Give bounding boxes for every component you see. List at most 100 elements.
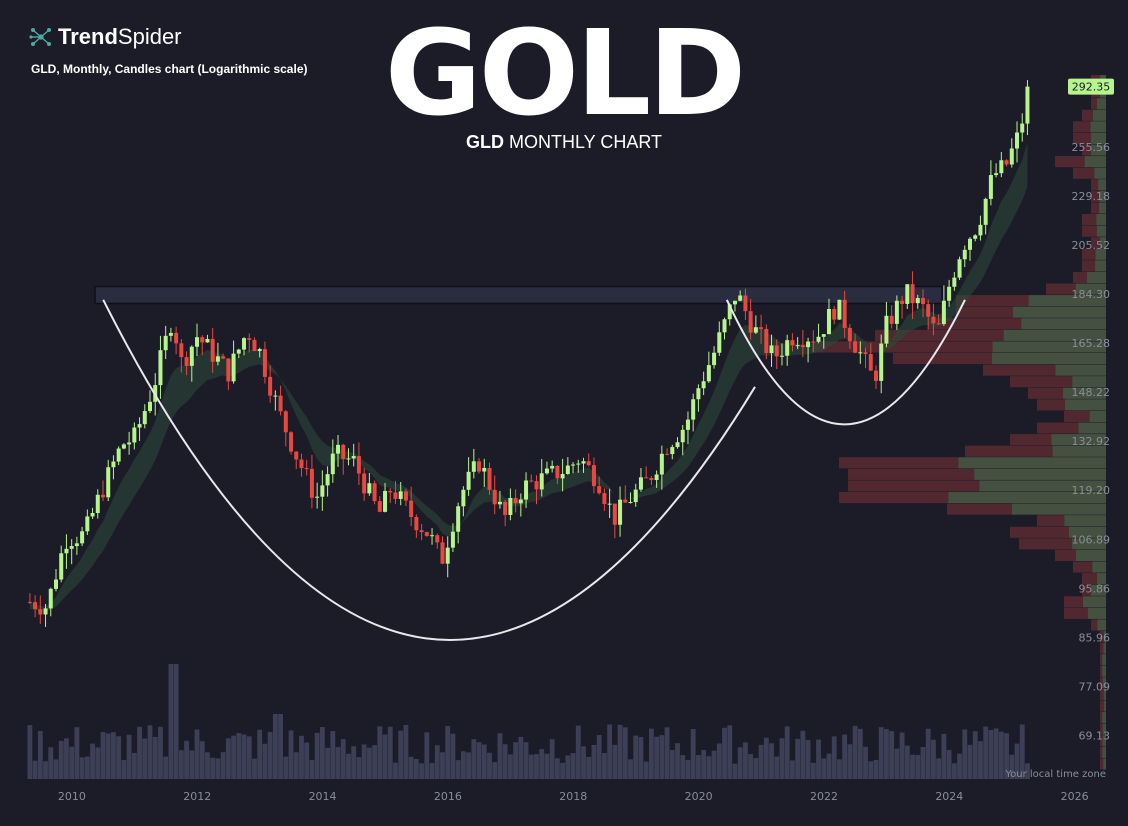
volume-profile-bar-up bbox=[1098, 202, 1106, 214]
candle-body bbox=[900, 300, 905, 304]
volume-bar bbox=[957, 753, 962, 779]
volume-bar bbox=[622, 727, 628, 779]
volume-bar bbox=[837, 759, 842, 779]
volume-bar bbox=[419, 763, 424, 779]
volume-bar bbox=[210, 757, 216, 779]
volume-profile-bar-down bbox=[875, 329, 1004, 341]
volume-profile-bar-down bbox=[1082, 109, 1093, 121]
volume-bar bbox=[795, 738, 801, 779]
x-tick-label: 2012 bbox=[183, 790, 211, 803]
candle-body bbox=[508, 497, 513, 515]
volume-profile-bar-up bbox=[1090, 144, 1106, 156]
candle-body bbox=[999, 160, 1004, 174]
candle-body bbox=[320, 485, 325, 497]
volume-bar bbox=[257, 729, 263, 779]
volume-bar bbox=[528, 754, 534, 779]
volume-profile-bar-down bbox=[1082, 225, 1097, 237]
volume-bar bbox=[450, 733, 456, 779]
candle-body bbox=[27, 601, 32, 603]
volume-bar bbox=[951, 763, 957, 779]
volume-bar bbox=[601, 753, 607, 779]
volume-profile bbox=[812, 75, 1106, 770]
volume-bar bbox=[116, 736, 122, 779]
volume-profile-bar-down bbox=[1037, 399, 1065, 411]
volume-bar bbox=[910, 754, 915, 779]
volume-bar bbox=[554, 758, 560, 779]
volume-bar bbox=[716, 743, 722, 779]
volume-bar bbox=[111, 732, 116, 779]
volume-bar bbox=[586, 756, 592, 779]
candle-body bbox=[769, 345, 774, 354]
volume-bar bbox=[272, 714, 278, 779]
volume-profile-bar-up bbox=[1051, 434, 1106, 446]
volume-bar bbox=[664, 727, 670, 779]
volume-profile-bar-down bbox=[1082, 584, 1091, 596]
volume-profile-bar-up bbox=[1103, 758, 1106, 770]
volume-profile-bar-down bbox=[1046, 283, 1076, 295]
volume-profile-bar-down bbox=[1091, 190, 1100, 202]
volume-bar bbox=[915, 754, 921, 779]
candle-body bbox=[179, 343, 184, 358]
volume-bar bbox=[37, 730, 43, 779]
volume-profile-bar-down bbox=[1055, 156, 1085, 168]
volume-profile-bar-up bbox=[1103, 642, 1106, 654]
candle-body bbox=[356, 456, 361, 474]
volume-profile-bar-down bbox=[1082, 573, 1097, 585]
candle-body bbox=[90, 513, 95, 517]
volume-profile-bar-up bbox=[1075, 283, 1106, 295]
candle-body bbox=[315, 496, 320, 498]
y-tick-label: 165.28 bbox=[1072, 337, 1111, 350]
candle-body bbox=[252, 339, 257, 352]
volume-bar bbox=[189, 750, 195, 779]
volume-bar bbox=[126, 734, 132, 779]
y-tick-label: 148.22 bbox=[1072, 386, 1111, 399]
candle-body bbox=[539, 473, 544, 490]
y-tick-label: 95.86 bbox=[1079, 582, 1111, 595]
volume-bar bbox=[372, 745, 377, 779]
volume-bar bbox=[366, 747, 372, 779]
candle-body bbox=[477, 461, 482, 472]
volume-bar bbox=[617, 724, 623, 779]
volume-profile-bar-up bbox=[1096, 98, 1106, 110]
volume-profile-bar-up bbox=[1072, 538, 1106, 550]
volume-bar bbox=[607, 724, 613, 779]
candle-body bbox=[706, 365, 711, 382]
candle-body bbox=[811, 341, 816, 343]
chart-caption-ticker: GLD bbox=[465, 132, 504, 152]
candle-body bbox=[837, 299, 842, 320]
volume-bar bbox=[79, 757, 85, 779]
candle-body bbox=[85, 516, 90, 532]
candle-body bbox=[221, 356, 226, 359]
candle-body bbox=[785, 340, 790, 356]
volume-bar bbox=[513, 742, 519, 779]
candle-body bbox=[351, 456, 356, 459]
volume-bar bbox=[32, 760, 38, 779]
volume-profile-bar-up bbox=[1089, 410, 1106, 422]
volume-bar bbox=[434, 745, 440, 779]
last-price-badge-bg bbox=[1068, 78, 1114, 95]
candle-body bbox=[759, 327, 764, 329]
volume-profile-bar-down bbox=[1091, 179, 1099, 191]
volume-bar bbox=[152, 736, 158, 779]
volume-profile-bar-down bbox=[1100, 712, 1103, 724]
volume-bar bbox=[737, 747, 743, 779]
volume-bar bbox=[826, 753, 832, 779]
volume-bar bbox=[147, 725, 153, 779]
volume-profile-bar-up bbox=[948, 492, 1106, 504]
volume-bar bbox=[335, 747, 341, 779]
candle-body bbox=[607, 503, 612, 505]
volume-bar bbox=[58, 740, 64, 779]
candle-body bbox=[116, 448, 121, 462]
candle-body bbox=[377, 501, 382, 512]
candle-body bbox=[847, 327, 852, 342]
candle-body bbox=[544, 468, 549, 474]
brand-name-bold: Trend bbox=[58, 24, 118, 49]
volume-bar bbox=[299, 735, 304, 779]
volume-bar bbox=[800, 730, 806, 779]
candle-body bbox=[53, 579, 58, 589]
volume-bar bbox=[158, 726, 163, 779]
candle-body bbox=[424, 532, 429, 536]
volume-bar bbox=[455, 760, 461, 779]
volume-bar bbox=[889, 731, 895, 779]
